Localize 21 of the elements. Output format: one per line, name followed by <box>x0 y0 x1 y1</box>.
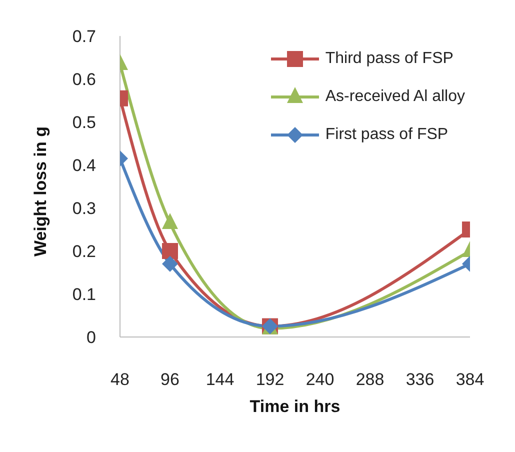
x-tick-label: 240 <box>306 370 334 390</box>
x-axis-title: Time in hrs <box>250 397 340 416</box>
y-tick-label: 0.7 <box>72 27 96 46</box>
x-tick-label: 48 <box>110 370 130 390</box>
y-tick-label: 0.3 <box>72 199 96 218</box>
legend-label: First pass of FSP <box>325 126 448 144</box>
y-axis-title: Weight loss in g <box>31 126 50 256</box>
x-tick-label: 336 <box>406 370 434 390</box>
y-tick-label: 0.6 <box>72 70 96 90</box>
y-tick-label: 0.5 <box>72 113 96 132</box>
x-tick-label: 96 <box>160 370 180 390</box>
y-tick-label: 0.1 <box>72 285 96 304</box>
y-tick-label: 0 <box>86 328 96 348</box>
legend-label: Third pass of FSP <box>325 50 454 68</box>
x-tick-label: 144 <box>206 370 234 390</box>
x-tick-label: 192 <box>256 370 284 390</box>
y-tick-label: 0.4 <box>72 156 96 176</box>
y-tick-label: 0.2 <box>72 242 96 262</box>
legend-label: As-received Al alloy <box>325 88 465 106</box>
x-tick-label: 384 <box>456 370 484 390</box>
x-tick-label: 288 <box>356 370 384 390</box>
